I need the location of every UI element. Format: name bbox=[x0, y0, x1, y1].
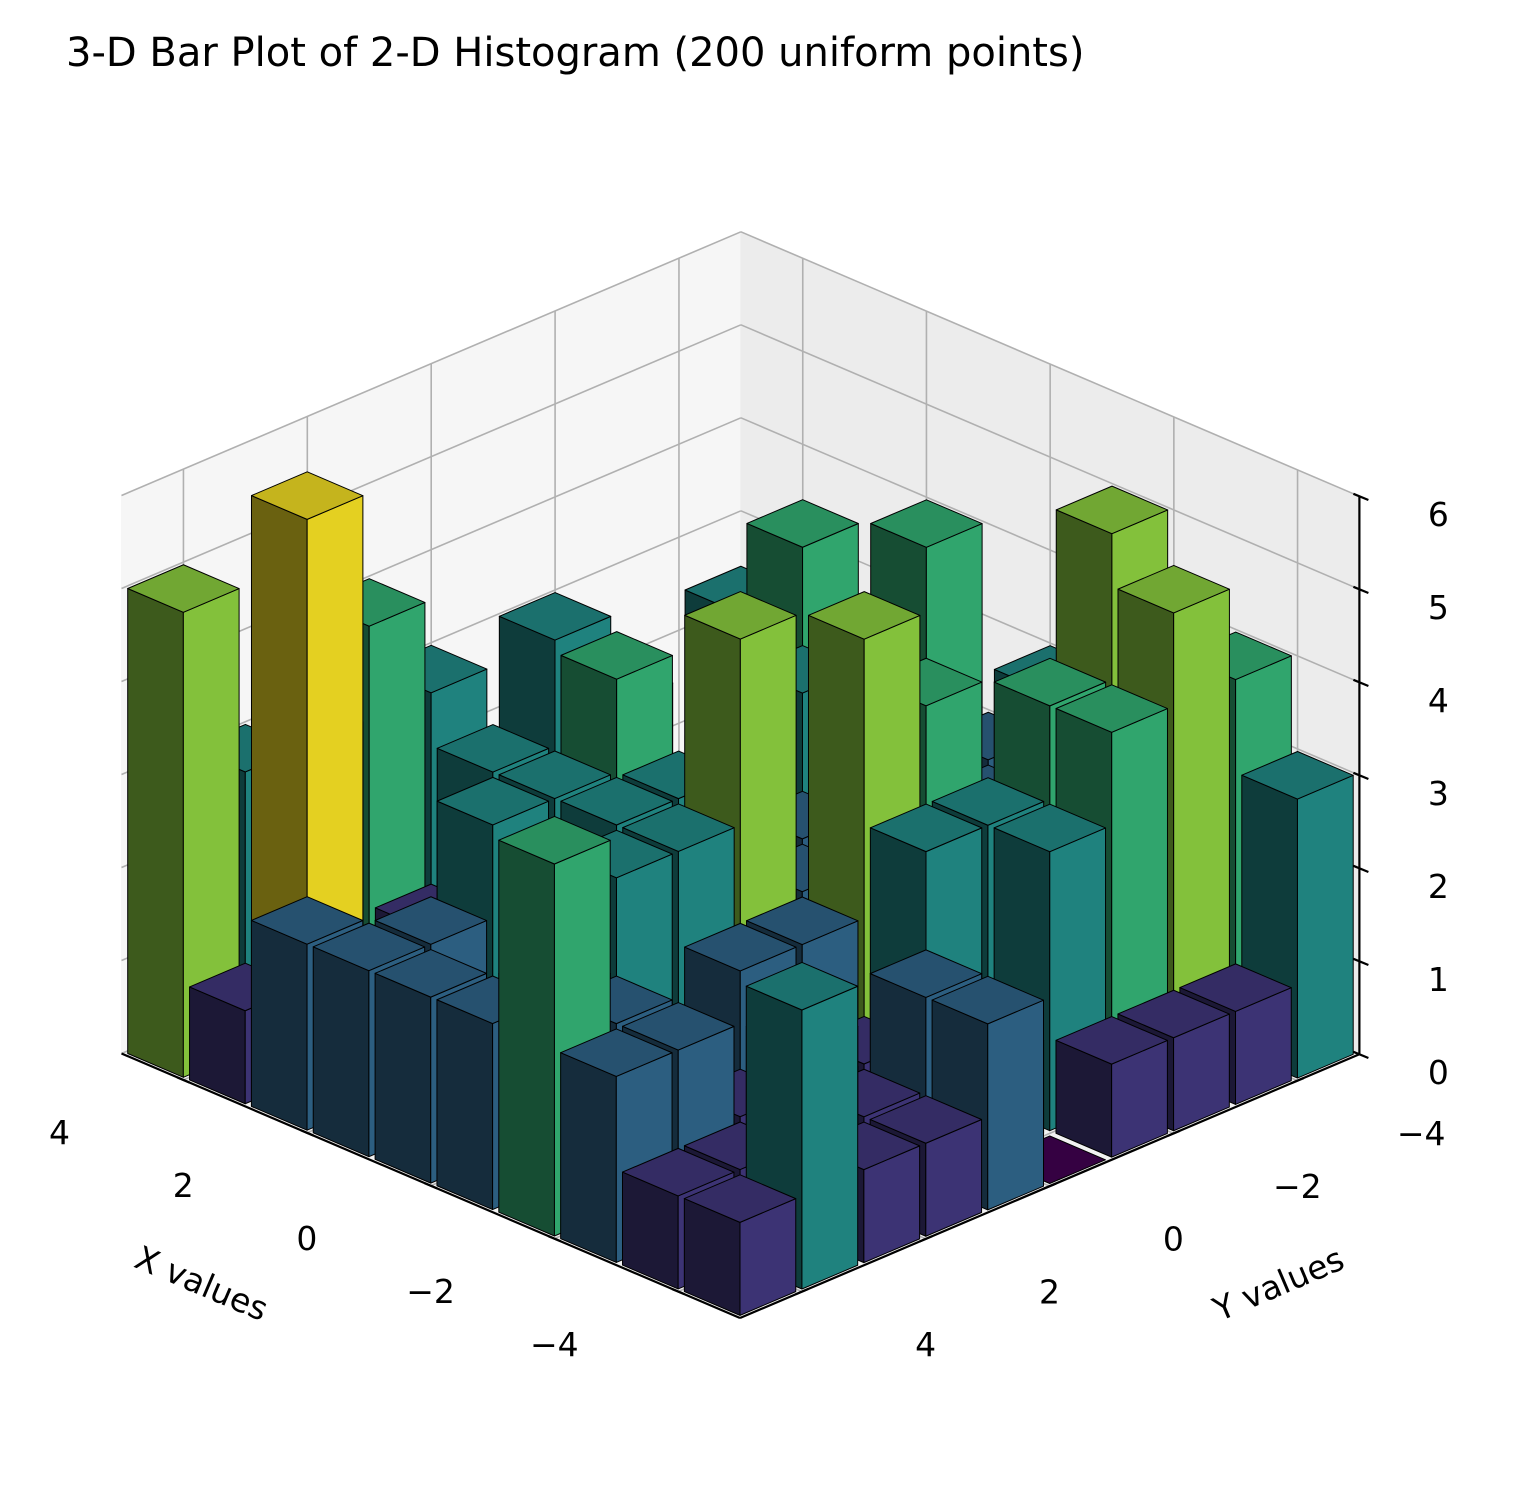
bar-top-face bbox=[684, 591, 797, 640]
bar-left-face bbox=[250, 919, 308, 1131]
y-axis-tick bbox=[919, 1235, 933, 1243]
bar-top-face bbox=[1241, 750, 1354, 800]
bar-top-face bbox=[1055, 485, 1169, 535]
bar-top-face bbox=[498, 592, 612, 641]
y-axis-tick bbox=[1290, 1077, 1305, 1085]
x-axis-label: X values bbox=[129, 1238, 273, 1329]
bar-top-face bbox=[745, 961, 859, 1011]
histogram-bar bbox=[931, 975, 1045, 1211]
bar-top-face bbox=[436, 776, 550, 826]
grid-line-z-left bbox=[121, 324, 742, 590]
bar-top-face bbox=[1117, 989, 1230, 1039]
y-axis-tick bbox=[1043, 1182, 1057, 1190]
chart-title: 3-D Bar Plot of 2-D Histogram (200 unifo… bbox=[66, 30, 1084, 76]
bar-top-face bbox=[931, 777, 1045, 826]
x-tick-label: 2 bbox=[173, 1166, 194, 1205]
x-axis-tick bbox=[671, 1287, 685, 1296]
bar-top-face bbox=[498, 750, 611, 800]
z-tick-label: 5 bbox=[1428, 588, 1449, 627]
bar-right-face bbox=[1296, 774, 1354, 1079]
z-axis-tick bbox=[1352, 1050, 1369, 1060]
bar-right-face bbox=[987, 999, 1045, 1211]
bar-top-face bbox=[870, 499, 983, 548]
x-axis-tick bbox=[547, 1235, 562, 1243]
bar-top-face bbox=[127, 564, 240, 613]
grid-line-z-left bbox=[121, 231, 742, 497]
bar-top-face bbox=[1055, 684, 1168, 733]
bar-top-face bbox=[684, 922, 797, 972]
bar-top-face bbox=[807, 591, 921, 640]
bar-top-face bbox=[1117, 564, 1230, 614]
y-tick-label: 0 bbox=[1163, 1220, 1184, 1259]
bar-top-face bbox=[560, 776, 673, 826]
bar-top-face bbox=[621, 1147, 735, 1197]
y-tick-label: −4 bbox=[1397, 1114, 1446, 1153]
bar-top-face bbox=[498, 815, 611, 865]
z-tick-label: 3 bbox=[1428, 774, 1449, 813]
y-tick-label: 4 bbox=[915, 1325, 936, 1364]
bar-top-face bbox=[683, 1174, 797, 1223]
x-tick-label: −2 bbox=[406, 1272, 455, 1311]
bar-top-face bbox=[622, 803, 735, 852]
z-tick-label: 2 bbox=[1428, 867, 1449, 906]
z-axis-tick bbox=[1352, 678, 1369, 688]
z-axis-tick bbox=[1352, 957, 1369, 967]
bar-left-face bbox=[312, 946, 370, 1158]
z-axis-tick bbox=[1352, 864, 1369, 874]
bar-left-face bbox=[127, 588, 184, 1078]
y-axis-tick bbox=[1166, 1129, 1181, 1138]
histogram-bar bbox=[1055, 1016, 1168, 1158]
bar-top-face bbox=[993, 657, 1107, 707]
grid-line-z-right bbox=[740, 324, 1360, 591]
bar-top-face bbox=[869, 803, 983, 853]
bar-top-face bbox=[931, 975, 1045, 1025]
histogram-bars bbox=[127, 471, 1354, 1316]
axis-lines bbox=[121, 492, 1369, 1320]
bar-top-face bbox=[560, 631, 673, 680]
y-axis-label: Y values bbox=[1206, 1239, 1349, 1329]
x-axis-tick bbox=[300, 1129, 314, 1137]
bar-top-face bbox=[746, 499, 859, 548]
bar-top-face bbox=[869, 949, 983, 998]
bar-top-face bbox=[436, 724, 550, 773]
bar-top-face bbox=[622, 1002, 735, 1051]
grid-line-z-right bbox=[740, 417, 1360, 684]
z-axis-tick bbox=[1352, 771, 1369, 781]
bar-top-face bbox=[312, 922, 426, 972]
bar-top-face bbox=[993, 803, 1107, 853]
z-tick-label: 0 bbox=[1428, 1053, 1449, 1092]
y-tick-label: −2 bbox=[1273, 1167, 1322, 1206]
bar-top-face bbox=[560, 1028, 673, 1077]
x-axis-tick bbox=[176, 1076, 190, 1084]
bar-left-face bbox=[436, 999, 494, 1211]
y-tick-label: 2 bbox=[1039, 1272, 1060, 1311]
bar-top-face bbox=[374, 896, 488, 945]
bar-right-face bbox=[801, 985, 859, 1290]
x-tick-label: 4 bbox=[49, 1113, 70, 1152]
bar-top-face bbox=[869, 1095, 983, 1144]
bar-left-face bbox=[498, 839, 555, 1237]
bar-top-face bbox=[1055, 1016, 1168, 1065]
z-tick-label: 1 bbox=[1428, 960, 1449, 999]
x-tick-label: 0 bbox=[296, 1219, 317, 1258]
bar-top-face bbox=[374, 949, 487, 998]
histogram-bar bbox=[683, 1174, 797, 1316]
bar-top-face bbox=[1179, 963, 1292, 1012]
bar-top-face bbox=[746, 896, 859, 946]
x-axis-tick bbox=[424, 1182, 438, 1190]
bar-top-face bbox=[250, 471, 364, 520]
z-axis-tick bbox=[1352, 492, 1369, 502]
bar-left-face bbox=[560, 1052, 617, 1263]
z-tick-label: 6 bbox=[1428, 495, 1449, 534]
y-axis-tick bbox=[795, 1288, 809, 1296]
bar-left-face bbox=[374, 972, 432, 1184]
grid-line-z-right bbox=[740, 231, 1360, 498]
bar-top-face bbox=[250, 896, 364, 945]
histogram-bar bbox=[127, 564, 240, 1078]
z-tick-label: 4 bbox=[1428, 681, 1449, 720]
z-axis-tick bbox=[1352, 585, 1369, 595]
x-tick-label: −4 bbox=[530, 1325, 579, 1364]
